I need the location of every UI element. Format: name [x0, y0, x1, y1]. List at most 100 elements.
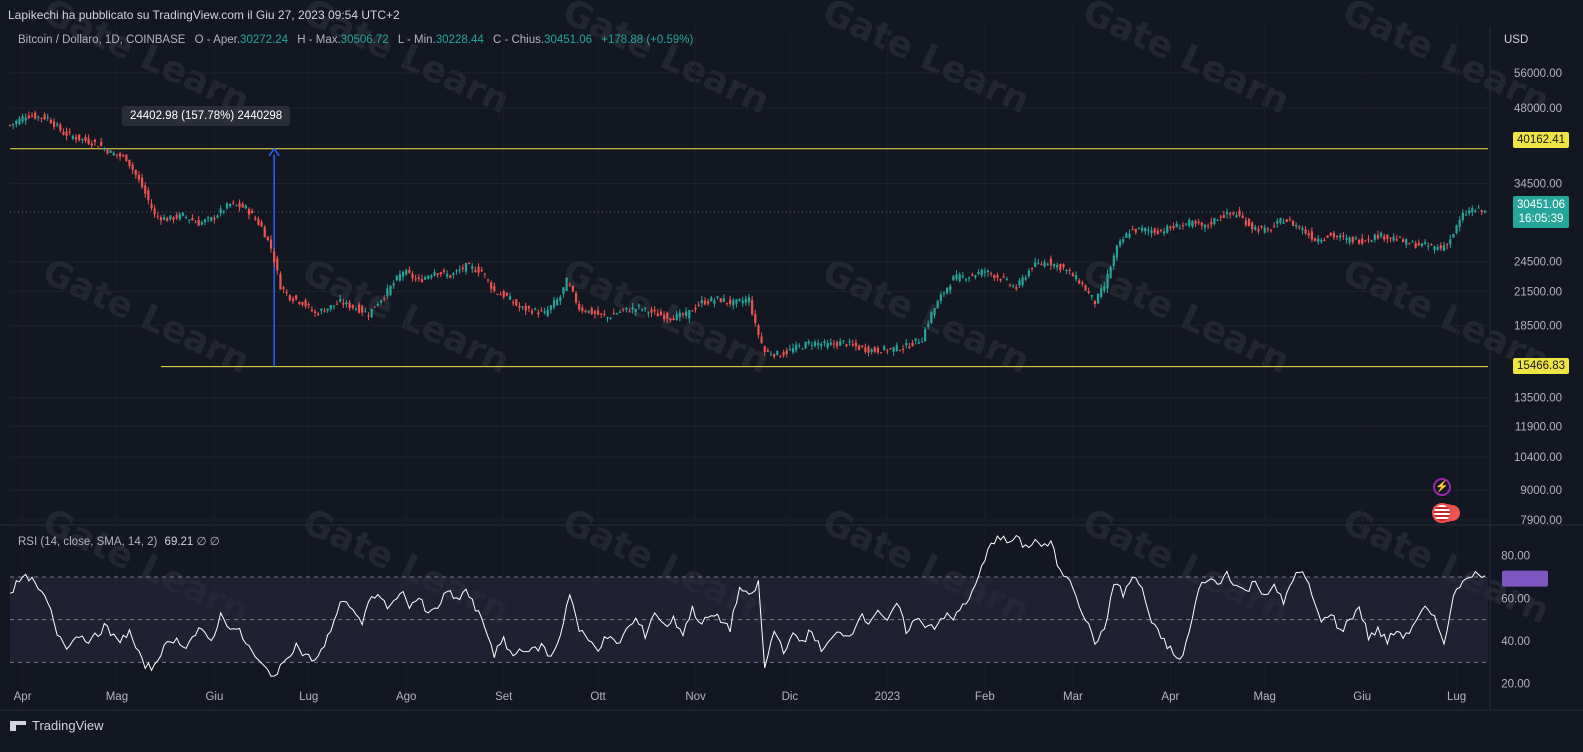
rsi-extra: ∅ ∅: [196, 536, 220, 548]
measure-arrow-head: [268, 147, 280, 157]
candle-body: [672, 318, 675, 321]
watermark-text: Gate Learn: [36, 251, 255, 382]
candle-body: [1078, 280, 1081, 284]
rsi-tick-label: 80.00: [1501, 551, 1530, 563]
candle-body: [257, 219, 260, 225]
candle-body: [1150, 230, 1153, 234]
candle-body: [986, 270, 990, 273]
candle-body: [782, 352, 785, 356]
footer-brand[interactable]: TradingView: [10, 718, 104, 733]
candle-body: [1408, 243, 1411, 245]
candle-body: [776, 350, 779, 356]
candle-body: [1427, 245, 1430, 247]
symbol-name[interactable]: Bitcoin / Dollaro, 1D, COINBASE: [18, 34, 186, 46]
candle-body: [207, 217, 210, 219]
candle-body: [313, 311, 317, 313]
candle-body: [370, 308, 373, 318]
candle-body: [1062, 264, 1065, 268]
candle-body: [260, 222, 263, 227]
candle-body: [348, 302, 351, 308]
candle-body: [732, 300, 735, 306]
candle-body: [716, 296, 719, 298]
candle-body: [640, 309, 644, 311]
price-tick-label: 11900.00: [1515, 421, 1562, 433]
rsi-tick-label: 40.00: [1501, 636, 1530, 648]
candle-body: [131, 164, 134, 170]
candle-body: [593, 311, 597, 314]
candle-body: [1345, 237, 1348, 240]
candle-body: [1361, 238, 1364, 244]
rsi-value-badge: [1502, 570, 1548, 587]
us-flag-icon[interactable]: [1432, 503, 1452, 523]
candle-body: [1185, 223, 1188, 225]
candle-body: [527, 306, 530, 309]
candle-body: [543, 311, 546, 313]
candle-body: [920, 341, 924, 343]
candle-body: [106, 149, 109, 154]
candle-body: [615, 313, 619, 315]
time-tick-label: Set: [495, 691, 513, 703]
price-tick-label: 13500.00: [1514, 393, 1562, 405]
candle-body: [829, 342, 832, 345]
lightning-icon[interactable]: ⚡: [1433, 478, 1451, 496]
candle-body: [1122, 239, 1125, 242]
candle-body: [584, 310, 587, 313]
candle-body: [634, 308, 637, 312]
candle-body: [1370, 240, 1373, 242]
candle-body: [18, 118, 21, 125]
candle-body: [15, 120, 18, 124]
candle-body: [930, 312, 933, 323]
candle-body: [1335, 235, 1339, 238]
candle-body: [1084, 285, 1087, 291]
candle-body: [1317, 238, 1320, 242]
candle-body: [729, 299, 732, 305]
candle-body: [326, 308, 329, 311]
candle-body: [622, 308, 625, 310]
candle-body: [524, 305, 527, 311]
candle-body: [666, 312, 669, 319]
candle-body: [1364, 240, 1367, 242]
candle-body: [1140, 227, 1144, 231]
candle-body: [942, 292, 946, 294]
low-value: 30228.44: [435, 34, 484, 46]
candle-body: [210, 217, 213, 221]
candle-body: [304, 300, 307, 307]
candle-body: [392, 283, 395, 286]
candle-body: [96, 146, 100, 148]
candle-body: [817, 342, 820, 346]
candle-body: [213, 217, 216, 220]
watermark-text: Gate Learn: [1076, 0, 1295, 122]
candle-body: [1162, 231, 1166, 234]
candle-body: [40, 117, 43, 119]
candle-body: [744, 298, 747, 303]
rsi-label[interactable]: RSI (14, close, SMA, 14, 2): [18, 536, 158, 548]
candle-body: [505, 292, 508, 296]
candle-body: [785, 350, 788, 354]
candle-body: [1188, 219, 1191, 226]
candle-body: [1320, 240, 1323, 242]
rsi-tick-label: 20.00: [1501, 679, 1530, 691]
candle-body: [115, 154, 119, 156]
candle-body: [1383, 236, 1386, 240]
candle-body: [493, 286, 496, 292]
candle-body: [515, 299, 518, 306]
candle-body: [590, 308, 593, 315]
candle-body: [172, 217, 175, 220]
tradingview-logo-icon: [10, 720, 26, 731]
candle-body: [795, 344, 798, 351]
candle-body: [901, 349, 905, 351]
candle-body: [1052, 263, 1056, 267]
candle-body: [27, 115, 30, 119]
candle-body: [697, 304, 700, 306]
candle-body: [254, 217, 257, 220]
time-tick-label: 2023: [875, 691, 901, 703]
candle-body: [1103, 286, 1106, 291]
candle-body: [137, 175, 141, 180]
candle-body: [867, 346, 870, 353]
candle-body: [1298, 226, 1301, 228]
candle-body: [741, 300, 744, 304]
symbol-legend: Bitcoin / Dollaro, 1D, COINBASE O - Aper…: [18, 34, 693, 46]
candle-body: [791, 348, 795, 353]
candle-body: [408, 269, 411, 273]
